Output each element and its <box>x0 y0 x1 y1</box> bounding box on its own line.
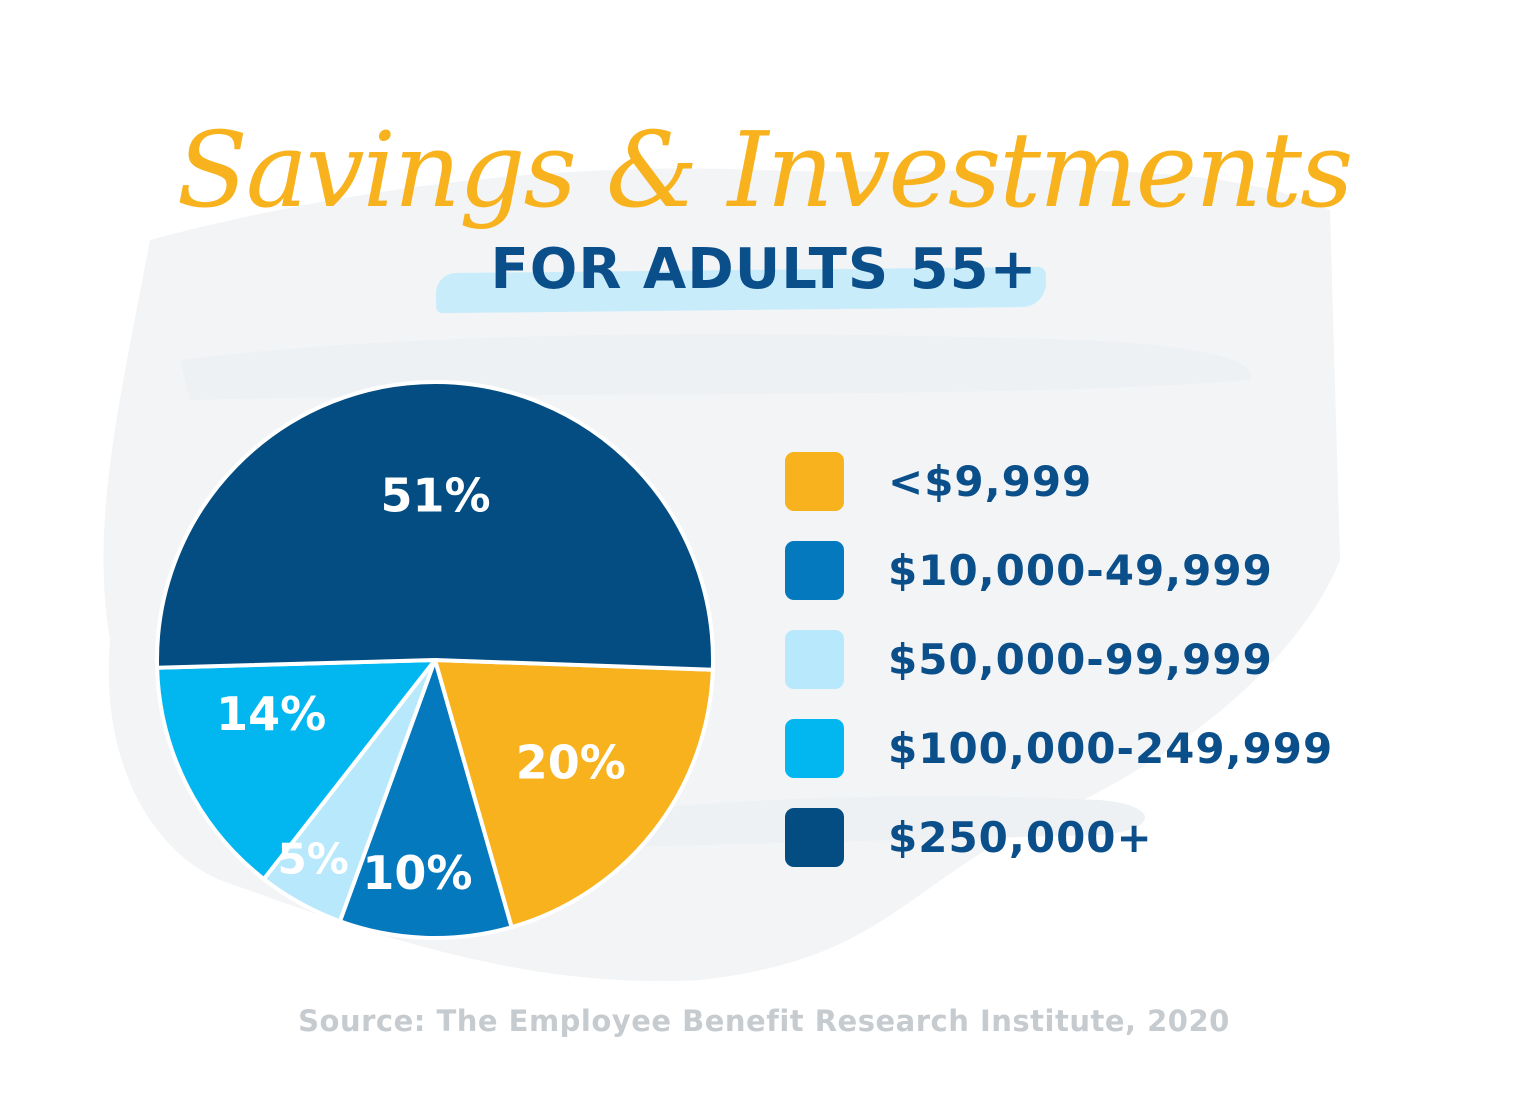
pie-slice-label: 20% <box>516 736 626 790</box>
legend-item: $100,000-249,999 <box>785 719 1333 778</box>
legend-item: $250,000+ <box>785 808 1333 867</box>
pie-labels: 20% 10% 5% 14% 51% <box>216 468 626 900</box>
legend-item: $50,000-99,999 <box>785 630 1333 689</box>
legend-item: $10,000-49,999 <box>785 541 1333 600</box>
legend-label: $10,000-49,999 <box>888 546 1273 595</box>
chart-legend: <$9,999 $10,000-49,999 $50,000-99,999 $1… <box>785 452 1333 897</box>
legend-item: <$9,999 <box>785 452 1333 511</box>
legend-label: <$9,999 <box>888 457 1093 506</box>
legend-swatch <box>785 541 844 600</box>
source-note: Source: The Employee Benefit Research In… <box>298 1004 1230 1038</box>
pie-slice-label: 10% <box>362 846 472 900</box>
legend-label: $250,000+ <box>888 813 1153 862</box>
legend-label: $100,000-249,999 <box>888 724 1334 773</box>
legend-swatch <box>785 808 844 867</box>
pie-slices <box>155 380 715 940</box>
pie-slice <box>155 380 715 672</box>
legend-label: $50,000-99,999 <box>888 635 1273 684</box>
chart-subtitle: FOR ADULTS 55+ <box>490 237 1038 302</box>
pie-slice-label: 51% <box>381 468 491 522</box>
pie-slice <box>433 658 715 930</box>
pie-slice <box>337 658 514 940</box>
legend-swatch <box>785 630 844 689</box>
pie-slice-label: 5% <box>277 834 348 883</box>
pie-slice <box>155 658 437 882</box>
pie-slice-label: 14% <box>216 687 326 741</box>
chart-title: Savings & Investments <box>176 109 1354 231</box>
legend-swatch <box>785 719 844 778</box>
legend-swatch <box>785 452 844 511</box>
